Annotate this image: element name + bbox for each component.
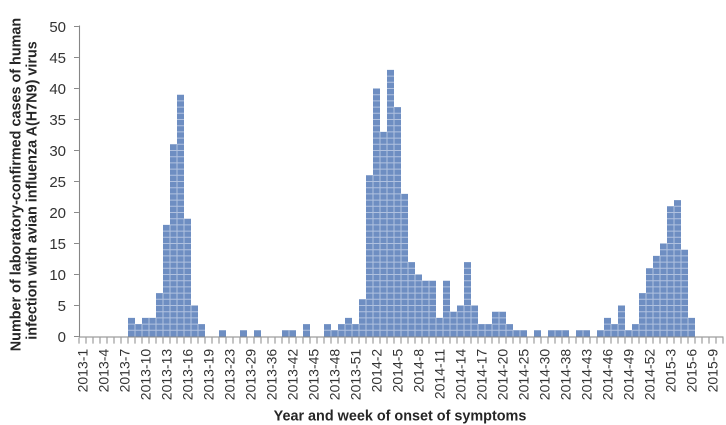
- svg-text:2013-45: 2013-45: [306, 349, 322, 401]
- svg-text:2014-52: 2014-52: [642, 349, 658, 401]
- svg-text:20: 20: [49, 205, 66, 222]
- svg-text:25: 25: [49, 174, 66, 191]
- svg-text:2013-1: 2013-1: [75, 349, 91, 393]
- svg-text:2014-43: 2014-43: [579, 349, 595, 401]
- svg-text:2015-9: 2015-9: [705, 349, 721, 393]
- svg-text:2013-4: 2013-4: [96, 349, 112, 393]
- svg-text:30: 30: [49, 143, 66, 160]
- svg-text:2013-13: 2013-13: [159, 349, 175, 401]
- svg-text:2013-29: 2013-29: [243, 349, 259, 401]
- svg-text:2013-10: 2013-10: [138, 349, 154, 401]
- svg-text:2013-36: 2013-36: [264, 349, 280, 401]
- svg-text:infection with avian influenza: infection with avian influenza A(H7N9) v…: [25, 41, 41, 340]
- svg-text:5: 5: [58, 298, 66, 315]
- svg-text:2015-3: 2015-3: [663, 349, 679, 393]
- svg-text:2013-7: 2013-7: [117, 349, 133, 393]
- svg-text:2014-30: 2014-30: [537, 349, 553, 401]
- svg-text:40: 40: [49, 81, 66, 98]
- svg-text:2013-51: 2013-51: [348, 349, 364, 401]
- svg-text:0: 0: [58, 329, 66, 346]
- svg-text:2014-46: 2014-46: [600, 349, 616, 401]
- svg-text:2013-42: 2013-42: [285, 349, 301, 401]
- svg-text:Number of laboratory-confirmed: Number of laboratory-confirmed cases of …: [9, 18, 25, 351]
- svg-text:2014-8: 2014-8: [411, 349, 427, 393]
- svg-text:2014-20: 2014-20: [495, 349, 511, 401]
- svg-text:2013-48: 2013-48: [327, 349, 343, 401]
- svg-text:2015-6: 2015-6: [684, 349, 700, 393]
- svg-text:2014-49: 2014-49: [621, 349, 637, 401]
- svg-text:2013-19: 2013-19: [201, 349, 217, 401]
- svg-text:2014-11: 2014-11: [432, 349, 448, 400]
- svg-text:50: 50: [49, 19, 66, 36]
- svg-text:2014-25: 2014-25: [516, 349, 532, 401]
- svg-text:2013-16: 2013-16: [180, 349, 196, 401]
- svg-text:2013-23: 2013-23: [222, 349, 238, 401]
- svg-text:2014-5: 2014-5: [390, 349, 406, 393]
- svg-text:2014-17: 2014-17: [474, 349, 490, 401]
- svg-text:35: 35: [49, 112, 66, 129]
- svg-text:2014-2: 2014-2: [369, 349, 385, 393]
- svg-text:Year and week of onset of symp: Year and week of onset of symptoms: [274, 409, 527, 425]
- svg-text:10: 10: [49, 267, 66, 284]
- svg-text:45: 45: [49, 50, 66, 67]
- svg-text:2014-14: 2014-14: [453, 349, 469, 401]
- svg-text:15: 15: [49, 236, 66, 253]
- svg-text:2014-38: 2014-38: [558, 349, 574, 401]
